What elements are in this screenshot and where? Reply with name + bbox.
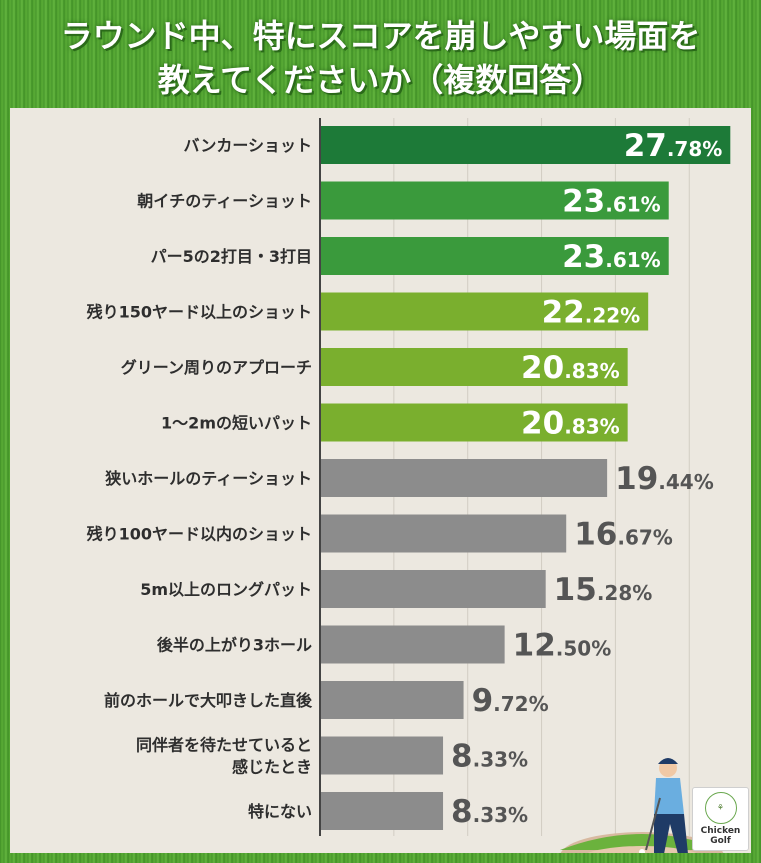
logo-line-1: Chicken — [700, 826, 741, 836]
value-labels: 27.78% 23.61% 23.61% 22.22% 20.83% 20.83% 19.4… — [451, 128, 722, 830]
category-label: 同伴者を待たせていると感じたとき — [136, 736, 312, 777]
golfer-pants — [654, 814, 688, 853]
golf-club — [645, 797, 661, 851]
logo-emblem: ⚘ — [704, 792, 737, 824]
bar-chart: バンカーショット朝イチのティーショットパー5の2打目・3打目残り150ヤード以上… — [87, 118, 731, 853]
value-label: 15.28% — [554, 572, 653, 608]
title-line-1: ラウンド中、特にスコアを崩しやすい場面を — [60, 17, 701, 55]
category-labels: バンカーショット朝イチのティーショットパー5の2打目・3打目残り150ヤード以上… — [87, 136, 313, 821]
value-label: 8.33% — [451, 794, 528, 830]
value-label: 20.83% — [521, 350, 620, 386]
bar — [320, 792, 444, 830]
logo-line-2: Golf — [710, 836, 731, 846]
value-label: 22.22% — [542, 295, 641, 331]
value-label: 19.44% — [615, 461, 714, 497]
value-label: 27.78% — [624, 128, 723, 164]
bar — [320, 514, 567, 553]
value-label: 23.61% — [562, 239, 661, 275]
chicken-golf-logo: ⚘ Chicken Golf — [692, 787, 749, 851]
bar — [320, 292, 649, 331]
bar — [320, 403, 628, 442]
bar — [320, 681, 464, 719]
category-label: 5m以上のロングパット — [140, 580, 312, 599]
golfer-illustration — [560, 758, 724, 853]
bar — [320, 126, 731, 164]
category-label: 後半の上がり3ホール — [157, 636, 312, 655]
value-label: 9.72% — [472, 683, 549, 719]
bar — [320, 459, 608, 497]
golf-ball — [639, 849, 645, 853]
category-label: グリーン周りのアプローチ — [121, 358, 312, 377]
value-label: 20.83% — [521, 406, 620, 442]
category-label: バンカーショット — [184, 136, 312, 155]
bar — [320, 348, 628, 386]
golfer-cap — [658, 758, 678, 764]
value-label: 16.67% — [574, 517, 673, 553]
golfer-shirt — [654, 778, 684, 814]
bar — [320, 181, 669, 220]
bar — [320, 736, 444, 775]
category-label: 前のホールで大叩きした直後 — [104, 691, 313, 710]
value-label: 12.50% — [513, 628, 612, 664]
category-label: 残り100ヤード以内のショット — [87, 525, 312, 544]
chart-title: ラウンド中、特にスコアを崩しやすい場面を 教えてくださいか（複数回答） — [0, 14, 761, 102]
category-label: 朝イチのティーショット — [137, 192, 312, 211]
category-label: 残り150ヤード以上のショット — [87, 303, 312, 322]
title-line-2: 教えてくださいか（複数回答） — [157, 61, 604, 99]
category-label: 特にない — [248, 802, 312, 821]
value-label: 8.33% — [451, 739, 528, 775]
bars — [320, 126, 731, 830]
bar — [320, 570, 546, 608]
bar — [320, 625, 505, 664]
category-label: 1～2mの短いパット — [161, 414, 312, 433]
bar — [320, 237, 669, 275]
category-label: 狭いホールのティーショット — [104, 469, 312, 488]
value-label: 23.61% — [562, 184, 661, 220]
category-label: パー5の2打目・3打目 — [151, 247, 312, 266]
chart-panel: バンカーショット朝イチのティーショットパー5の2打目・3打目残り150ヤード以上… — [10, 108, 751, 853]
